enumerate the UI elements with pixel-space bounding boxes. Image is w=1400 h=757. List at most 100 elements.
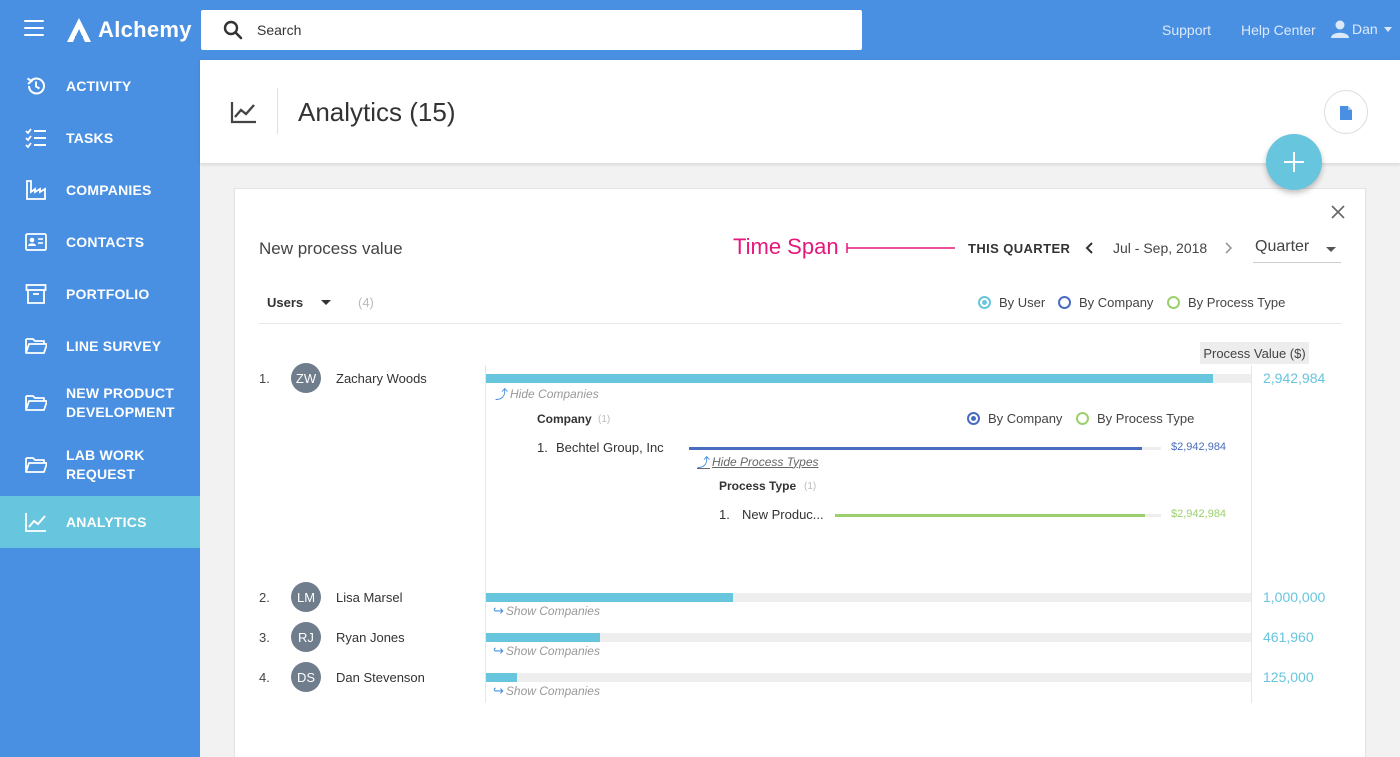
header-divider [277,88,278,134]
link-label: Hide Companies [510,386,599,401]
link-label: Show Companies [505,684,600,698]
radio-unselected-icon [1167,296,1180,309]
support-link[interactable]: Support [1162,22,1212,38]
radio-label: By Company [1079,295,1154,310]
search-input[interactable] [257,22,817,38]
user-menu[interactable]: Dan [1330,19,1392,39]
user-name[interactable]: Lisa Marsel [336,590,403,605]
row-rank: 4. [259,670,270,685]
sidebar-item-contacts[interactable]: CONTACTS [0,216,200,268]
show-companies-link[interactable]: ↪ Show Companies [493,643,600,659]
row-value: 125,000 [1263,669,1314,685]
value-bar [486,374,1213,383]
user-name[interactable]: Ryan Jones [336,630,405,645]
radio-company-by-company[interactable]: By Company [967,411,1062,426]
sidebar-item-new-product-development[interactable]: NEW PRODUCT DEVELOPMENT [0,372,200,434]
analytics-icon [230,102,256,124]
value-bar-track [486,673,1251,682]
user-name[interactable]: Dan Stevenson [336,670,425,685]
group-select[interactable]: Users [267,295,304,310]
radio-by-user[interactable]: By User [978,295,1045,310]
radio-selected-icon [978,296,991,309]
sidebar-item-label: LINE SURVEY [66,338,162,354]
company-rank: 1. [537,440,548,455]
radio-label: By User [999,295,1046,310]
help-center-link[interactable]: Help Center [1241,22,1316,38]
sidebar-item-line-survey[interactable]: LINE SURVEY [0,320,200,372]
sidebar-item-label: COMPANIES [66,182,152,198]
value-bar-track [486,374,1251,383]
search-bar[interactable] [201,10,862,50]
company-name[interactable]: Bechtel Group, Inc [556,440,664,455]
contact-card-icon [25,233,47,251]
show-companies-link[interactable]: ↪ Show Companies [493,603,600,619]
period-label: THIS QUARTER [968,241,1071,256]
value-column-header: Process Value ($) [1200,342,1309,364]
sidebar-item-lab-work-request[interactable]: LAB WORK REQUEST [0,434,200,496]
analytics-card: New process value Time Span THIS QUARTER… [234,188,1366,757]
sidebar-item-label: LAB WORK REQUEST [66,447,145,482]
period-select[interactable]: Quarter [1253,233,1341,263]
checklist-icon [25,128,46,149]
folder-open-icon [25,395,47,411]
row-rank: 2. [259,590,270,605]
radio-selected-icon [967,412,980,425]
link-label: Show Companies [505,644,600,658]
folder-open-icon [25,338,47,354]
hide-companies-link[interactable]: ⤴ Hide Companies [495,384,599,403]
sidebar-item-companies[interactable]: COMPANIES [0,164,200,216]
sidebar-item-portfolio[interactable]: PORTFOLIO [0,268,200,320]
arrow-right-icon: ↪ [493,643,504,658]
archive-box-icon [25,284,47,304]
link-label: Hide Process Types [712,454,819,469]
radio-company-by-process-type[interactable]: By Process Type [1076,411,1194,426]
process-bar-track [835,514,1161,517]
radio-unselected-icon [1058,296,1071,309]
row-value: 2,942,984 [1263,370,1326,386]
group-count: (4) [358,295,374,310]
app-logo[interactable]: Alchemy [66,14,192,46]
process-type-rank: 1. [719,507,730,522]
sidebar-item-activity[interactable]: ACTIVITY [0,60,200,112]
history-icon [26,77,45,95]
close-icon[interactable] [1329,203,1347,221]
avatar: ZW [291,363,321,393]
folder-open-icon [25,457,47,473]
process-type-name[interactable]: New Produc... [742,507,824,522]
user-name[interactable]: Zachary Woods [336,371,427,386]
process-bar [835,514,1145,517]
user-name: Dan [1352,21,1378,37]
radio-by-company[interactable]: By Company [1058,295,1153,310]
link-label: Show Companies [505,604,600,618]
chevron-down-icon [1383,26,1392,32]
chevron-right-icon[interactable] [1223,241,1233,255]
hide-process-types-link[interactable]: ⤴ Hide Process Types [697,452,819,471]
chevron-down-icon[interactable] [321,300,331,305]
add-button[interactable] [1266,134,1322,190]
sidebar-item-label: ACTIVITY [66,78,132,94]
chevron-down-icon [1326,247,1336,252]
radio-by-process-type[interactable]: By Process Type [1167,295,1285,310]
sidebar-item-label: CONTACTS [66,234,145,250]
sidebar-item-analytics[interactable]: ANALYTICS [0,496,200,548]
value-bar [486,673,517,682]
company-bar-track [689,447,1161,450]
sidebar-item-label: NEW PRODUCT DEVELOPMENT [66,385,175,420]
process-type-count: (1) [804,481,817,492]
process-type-header: Process Type [719,479,797,493]
report-button[interactable] [1324,90,1368,134]
trending-chart-icon [25,513,46,532]
app-name: Alchemy [98,17,192,42]
sidebar-item-tasks[interactable]: TASKS [0,112,200,164]
value-bar-track [486,633,1251,642]
menu-icon[interactable] [24,20,44,36]
chevron-left-icon[interactable] [1085,241,1095,255]
card-title: New process value [259,239,403,258]
sidebar-item-label: ANALYTICS [66,514,147,530]
alchemy-logo-icon [67,18,91,42]
row-rank: 1. [259,371,270,386]
annotation-arrow-icon [846,243,955,253]
show-companies-link[interactable]: ↪ Show Companies [493,683,600,699]
page-title: Analytics (15) [298,97,456,127]
value-bar [486,633,601,642]
